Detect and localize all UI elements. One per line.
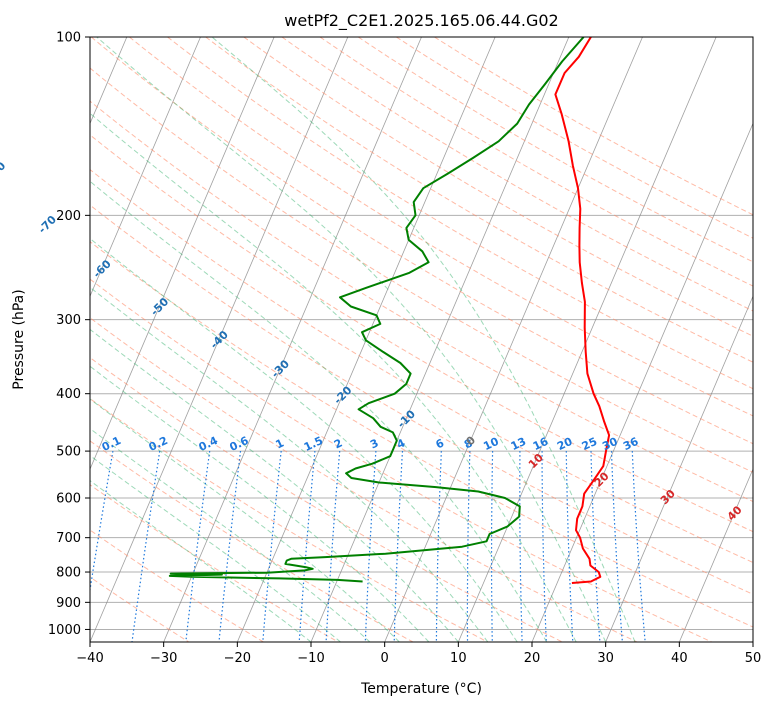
x-tick-label: 30 bbox=[597, 651, 614, 666]
x-tick-label: −40 bbox=[76, 651, 103, 666]
y-tick-label: 1000 bbox=[48, 623, 81, 638]
chart-title: wetPf2_C2E1.2025.165.06.44.G02 bbox=[284, 11, 558, 31]
dry-adiabat-line bbox=[90, 204, 753, 595]
dry-adiabat-line bbox=[90, 278, 712, 642]
y-tick-label: 600 bbox=[56, 492, 81, 507]
moist-adiabat-line bbox=[90, 112, 577, 642]
dry-adiabat-line bbox=[90, 241, 753, 628]
moist-adiabat-line bbox=[90, 328, 459, 642]
dry-adiabat-line bbox=[90, 134, 753, 533]
isotherm-line bbox=[457, 37, 717, 642]
moist-adiabat-line bbox=[90, 427, 371, 642]
mixing-ratio-label: 13 bbox=[509, 435, 528, 453]
dry-adiabat-line bbox=[90, 168, 753, 564]
mixing-ratio-line bbox=[131, 451, 161, 642]
moist-adiabat-line bbox=[90, 286, 489, 642]
mixing-ratio-line bbox=[90, 451, 114, 594]
isotherm-line bbox=[605, 295, 753, 642]
dry-adiabat-line bbox=[129, 37, 753, 417]
y-tick-label: 100 bbox=[56, 31, 81, 46]
x-axis-label: Temperature (°C) bbox=[360, 681, 482, 697]
mixing-ratio-label: 20 bbox=[555, 435, 575, 453]
x-tick-label: 20 bbox=[524, 651, 541, 666]
moist-adiabat-line bbox=[90, 454, 341, 642]
axes: −40 −30 −20 −10 0 10 20 30 40 50 100 200 300 400 500 60… bbox=[48, 31, 761, 667]
mixing-ratio-label: 16 bbox=[531, 435, 551, 453]
mixing-ratio-line bbox=[218, 451, 242, 642]
isotherm-line bbox=[90, 37, 201, 298]
mixing-ratio-label: 10 bbox=[481, 435, 501, 453]
x-tick-label: −30 bbox=[150, 651, 177, 666]
profile-lines bbox=[168, 37, 611, 584]
dry-adiabat-line bbox=[319, 37, 753, 287]
dry-adiabat-line bbox=[90, 67, 753, 473]
temperature-profile-line bbox=[554, 37, 611, 584]
dry-adiabat-line bbox=[90, 100, 753, 503]
plot-area bbox=[90, 37, 753, 642]
isotherm-line bbox=[531, 122, 753, 642]
dewpoint-profile-line bbox=[168, 37, 585, 583]
x-tick-label: 40 bbox=[671, 651, 688, 666]
dry-adiabat-line bbox=[396, 37, 753, 239]
isotherm-line bbox=[678, 468, 753, 642]
dry-adiabat-line bbox=[90, 397, 488, 642]
y-tick-label: 900 bbox=[56, 596, 81, 611]
plot-frame bbox=[89, 36, 754, 643]
dry-adiabat-line bbox=[205, 37, 753, 363]
x-tick-label: −20 bbox=[224, 651, 251, 666]
dry-adiabat-line bbox=[90, 529, 264, 642]
x-tick-label: 0 bbox=[381, 651, 389, 666]
isotherm-line bbox=[90, 37, 349, 642]
isotherm-label: -80 bbox=[0, 159, 8, 182]
x-tick-label: 50 bbox=[745, 651, 762, 666]
y-tick-label: 500 bbox=[56, 445, 81, 460]
mixing-ratio-label: 25 bbox=[580, 435, 599, 453]
dry-adiabat-line bbox=[243, 37, 753, 337]
x-tick-label: −10 bbox=[297, 651, 324, 666]
mixing-ratio-line bbox=[262, 451, 282, 642]
dry-adiabat-line bbox=[90, 37, 753, 445]
moist-adiabat-line bbox=[90, 365, 430, 642]
y-tick-label: 700 bbox=[56, 531, 81, 546]
y-tick-label: 200 bbox=[56, 209, 81, 224]
background-lines bbox=[90, 37, 753, 642]
y-tick-label: 800 bbox=[56, 566, 81, 581]
y-tick-label: 300 bbox=[56, 313, 81, 328]
isotherm-line bbox=[384, 37, 643, 642]
y-tick-label: 400 bbox=[56, 387, 81, 402]
mixing-ratio-label: 36 bbox=[621, 435, 641, 453]
mixing-ratio-label: 30 bbox=[600, 435, 620, 453]
dry-adiabat-line bbox=[90, 440, 414, 642]
moist-adiabat-line bbox=[211, 37, 636, 642]
moist-adiabat-line bbox=[90, 237, 518, 642]
dry-adiabat-line bbox=[167, 37, 753, 390]
x-tick-label: 10 bbox=[450, 651, 467, 666]
mixing-ratio-line bbox=[185, 451, 211, 642]
moist-adiabat-line bbox=[96, 37, 607, 642]
dry-adiabat-line bbox=[90, 317, 638, 642]
isotherm-line bbox=[90, 37, 275, 471]
y-axis-label: Pressure (hPa) bbox=[11, 289, 27, 389]
isotherm-line bbox=[163, 37, 422, 642]
